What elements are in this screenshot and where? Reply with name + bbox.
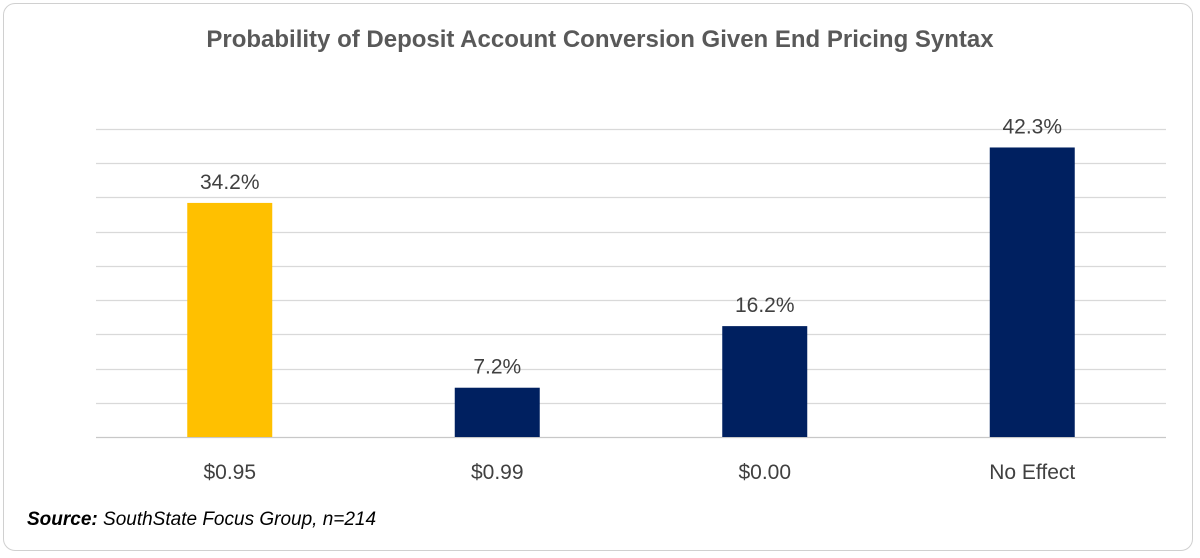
- bars: [187, 147, 1075, 438]
- data-label: 7.2%: [473, 356, 521, 379]
- bar: [454, 387, 540, 437]
- source-label: Source:: [27, 509, 98, 530]
- source-note: Source: SouthState Focus Group, n=214: [27, 509, 376, 531]
- x-tick-label: $0.95: [203, 461, 256, 484]
- x-axis-ticks: $0.95 $0.99 $0.00 No Effect: [203, 461, 1075, 484]
- data-label: 42.3%: [1002, 115, 1062, 138]
- x-tick-label: $0.00: [738, 461, 791, 484]
- bar: [989, 147, 1075, 438]
- x-tick-label: $0.99: [471, 461, 524, 484]
- data-label: 34.2%: [200, 171, 260, 194]
- source-text: SouthState Focus Group, n=214: [97, 509, 377, 530]
- bar: [187, 202, 273, 437]
- data-label: 16.2%: [735, 294, 795, 317]
- chart-title: Probability of Deposit Account Conversio…: [206, 26, 994, 53]
- bar: [722, 326, 808, 437]
- x-tick-label: No Effect: [989, 461, 1075, 484]
- data-labels: 34.2% 7.2% 16.2% 42.3%: [200, 115, 1062, 378]
- gridlines: [96, 128, 1166, 439]
